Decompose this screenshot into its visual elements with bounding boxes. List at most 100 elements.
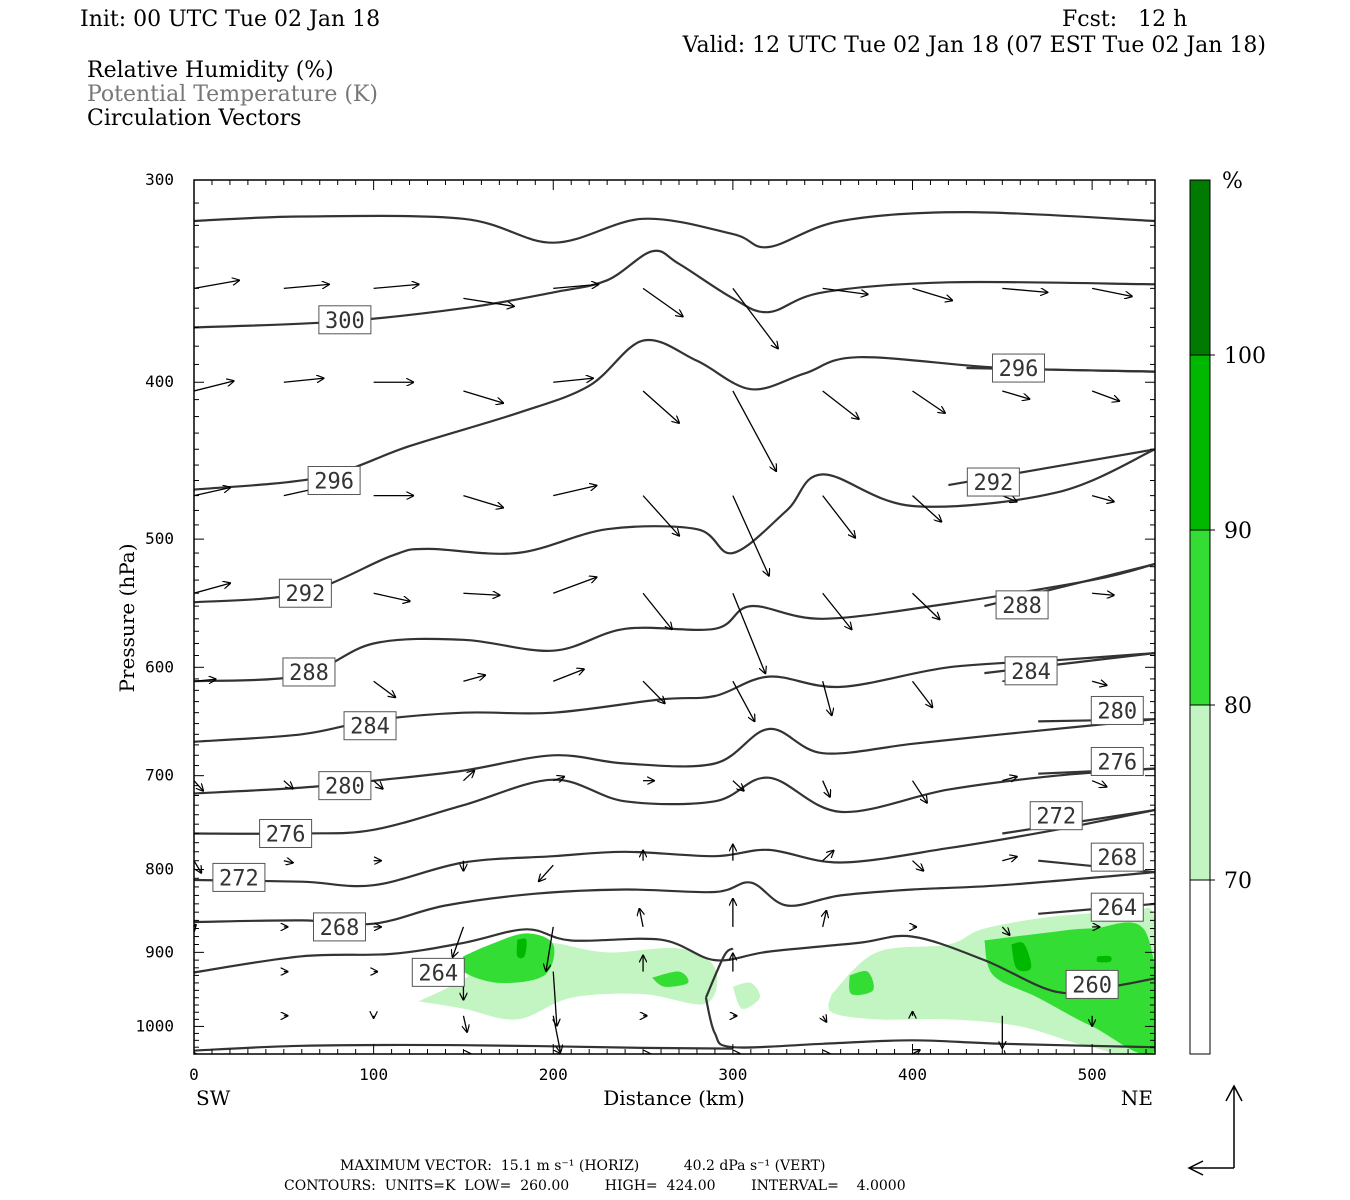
contour-label-text: 288 xyxy=(1002,594,1042,619)
circulation-vector xyxy=(463,1015,467,1032)
circulation-vector xyxy=(553,777,564,781)
colorbar-segment xyxy=(1190,705,1210,880)
circulation-vector xyxy=(463,297,513,306)
circulation-vector xyxy=(732,592,765,673)
contour-label-box xyxy=(278,578,332,608)
sw-label: SW xyxy=(196,1086,231,1110)
colorbar-segment xyxy=(1190,880,1210,1054)
y-tick-label: 700 xyxy=(145,766,174,785)
circulation-vector xyxy=(732,390,776,471)
contour-label-box xyxy=(1029,801,1083,831)
circulation-vector xyxy=(822,681,832,715)
field-vectors: Circulation Vectors xyxy=(87,106,301,131)
contour-label-text: 292 xyxy=(973,471,1013,496)
contour-label-268: 268 xyxy=(312,912,366,942)
circulation-vector xyxy=(546,926,554,971)
contour-label-text: 288 xyxy=(289,661,329,686)
contour-label-296: 296 xyxy=(991,353,1045,383)
circulation-vector xyxy=(642,495,679,536)
circulation-vector xyxy=(283,861,293,863)
circulation-vector xyxy=(912,860,924,871)
circulation-vector xyxy=(822,592,852,629)
contour-label-272: 272 xyxy=(1029,801,1083,831)
circulation-vector xyxy=(1002,777,1016,781)
contour-label-288: 288 xyxy=(282,657,336,687)
circulation-vector xyxy=(639,909,643,928)
circulation-vector xyxy=(822,780,830,797)
contour-label-284: 284 xyxy=(343,711,397,741)
contour-label-box xyxy=(307,466,361,496)
rh-shading xyxy=(418,907,1155,1054)
contour-label-text: 260 xyxy=(1072,973,1112,998)
circulation-vector xyxy=(1002,390,1029,399)
contour-label-box xyxy=(282,657,336,687)
contour-label-text: 272 xyxy=(219,866,259,891)
circulation-vector xyxy=(194,381,234,392)
y-tick-label: 600 xyxy=(145,657,174,676)
contour-label-text: 284 xyxy=(350,715,390,740)
circulation-vector xyxy=(194,488,230,497)
circulation-vector xyxy=(912,592,940,619)
contour-label-268: 268 xyxy=(1090,842,1144,872)
contour-label-box xyxy=(1090,842,1144,872)
circulation-vector xyxy=(1092,287,1132,296)
contour-label-260: 260 xyxy=(1065,969,1119,999)
circulation-vector xyxy=(1091,780,1106,787)
contour-label-text: 296 xyxy=(999,357,1039,382)
y-tick-label: 500 xyxy=(145,529,174,548)
rh-region-80 xyxy=(849,970,874,996)
circulation-vector xyxy=(462,771,474,782)
x-tick-label: 500 xyxy=(1078,1065,1107,1084)
contour-label-276: 276 xyxy=(1090,746,1144,776)
contour-label-box xyxy=(212,862,266,892)
y-axis-title: Pressure (hPa) xyxy=(115,544,139,693)
contour-label-284: 284 xyxy=(1004,656,1058,686)
rh-region-80 xyxy=(652,971,689,987)
theta-contour-268 xyxy=(194,871,1155,926)
colorbar-segment xyxy=(1190,180,1210,355)
contour-label-box xyxy=(1090,695,1144,725)
y-tick-label: 400 xyxy=(145,372,174,391)
ne-label: NE xyxy=(1121,1086,1153,1110)
circulation-vector xyxy=(453,926,465,957)
circulation-vector xyxy=(1002,287,1047,292)
circulation-vector xyxy=(911,780,927,803)
circulation-vector xyxy=(373,680,396,697)
circulation-vector xyxy=(642,680,665,703)
contour-info: CONTOURS: UNITS=K LOW= 260.00 HIGH= 424.… xyxy=(284,1178,906,1194)
rh-region-90 xyxy=(1011,942,1032,972)
plot-frame xyxy=(193,179,1156,1055)
circulation-vector xyxy=(463,675,485,682)
circulation-vectors xyxy=(194,280,1132,1054)
colorbar-segment xyxy=(1190,530,1210,705)
rh-region-90 xyxy=(1096,955,1112,963)
circulation-vector xyxy=(911,680,933,707)
contour-label-text: 264 xyxy=(418,961,458,986)
circulation-vector xyxy=(553,577,596,594)
contour-label-300: 300 xyxy=(318,305,372,335)
circulation-vector xyxy=(539,864,554,881)
max-vector-info: MAXIMUM VECTOR: 15.1 m s⁻¹ (HORIZ) 40.2 … xyxy=(340,1158,825,1174)
circulation-vector xyxy=(1001,926,1009,935)
x-tick-label: 400 xyxy=(898,1065,927,1084)
contour-label-280: 280 xyxy=(318,771,372,801)
circulation-vector xyxy=(463,390,503,403)
x-tick-label: 0 xyxy=(189,1065,199,1084)
circulation-vector xyxy=(373,592,410,601)
circulation-vector xyxy=(823,911,827,928)
contour-label-text: 280 xyxy=(325,775,365,800)
colorbar-frame xyxy=(1189,179,1211,1055)
circulation-vector xyxy=(194,280,239,290)
contour-label-264: 264 xyxy=(411,957,465,987)
circulation-vector xyxy=(822,390,859,419)
theta-contour-292 xyxy=(194,448,1155,604)
contour-label-box xyxy=(1090,892,1144,922)
theta-contour-300 xyxy=(194,210,1155,249)
circulation-vector xyxy=(194,679,216,681)
circulation-vector xyxy=(373,284,419,290)
contour-label-292: 292 xyxy=(966,467,1020,497)
circulation-vector xyxy=(1002,857,1016,861)
theta-contours xyxy=(194,210,1155,1052)
x-tick-label: 200 xyxy=(539,1065,568,1084)
